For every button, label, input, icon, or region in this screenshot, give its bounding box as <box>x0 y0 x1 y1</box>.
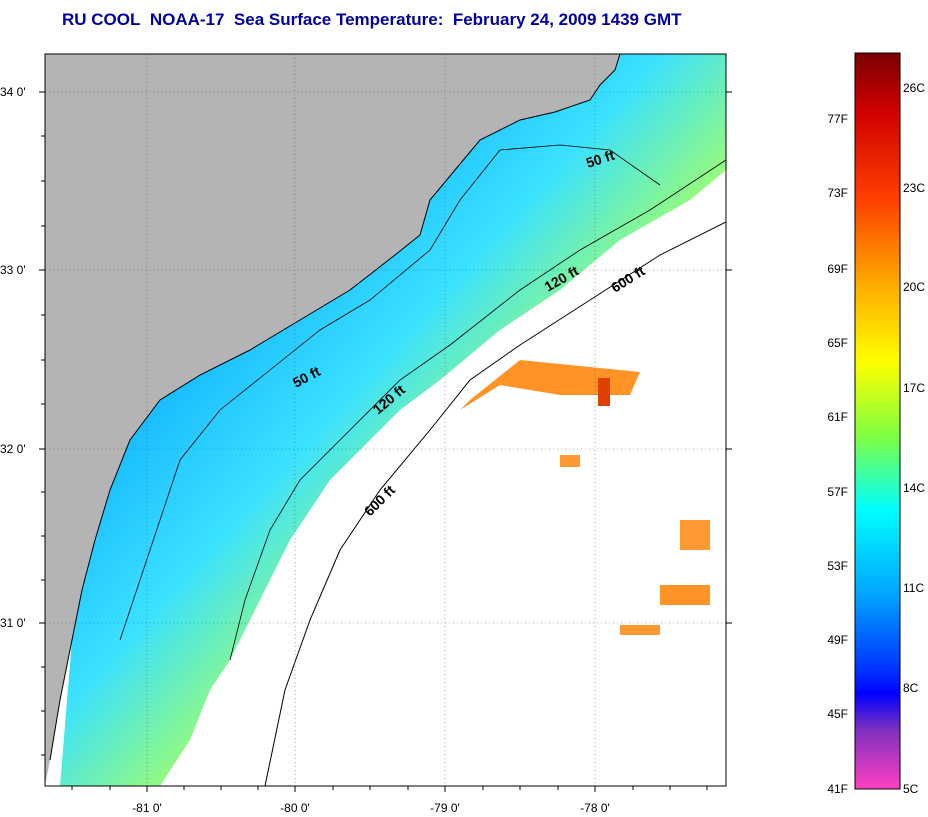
map-title: RU COOL NOAA-17 Sea Surface Temperature:… <box>62 10 682 30</box>
colorbar <box>854 52 901 790</box>
y-tick-label: 32 0' <box>0 442 26 456</box>
x-tick-label: -81 0' <box>132 801 162 815</box>
colorbar-f-label: 77F <box>827 112 848 126</box>
title-satellite: NOAA-17 <box>149 10 225 29</box>
isobath-120ft <box>229 159 726 661</box>
x-tick-label: -78 0' <box>580 801 610 815</box>
land-mass <box>45 54 620 786</box>
colorbar-f-label: 41F <box>827 782 848 796</box>
map-frame <box>44 53 727 787</box>
colorbar-f-label: 73F <box>827 186 848 200</box>
colorbar-f-label: 69F <box>827 262 848 276</box>
title-org: RU COOL <box>62 10 141 29</box>
colorbar-celsius-labels: 26C 23C 20C 17C 14C 11C 8C 5C <box>903 81 925 796</box>
colorbar-c-label: 17C <box>903 381 925 395</box>
warm-patch <box>620 625 660 635</box>
colorbar-f-label: 57F <box>827 485 848 499</box>
colorbar-c-label: 8C <box>903 681 919 695</box>
colorbar-c-label: 26C <box>903 81 925 95</box>
colorbar-c-label: 14C <box>903 481 925 495</box>
x-tick-label: -80 0' <box>280 801 310 815</box>
colorbar-f-label: 49F <box>827 633 848 647</box>
map-area: 50 ft 120 ft 600 ft 50 ft 120 ft 600 ft <box>45 54 726 786</box>
warm-patch <box>660 585 710 605</box>
y-tick-label: 31 0' <box>0 616 26 630</box>
gulf-stream-edge <box>430 360 640 440</box>
x-axis-ticks <box>71 786 708 792</box>
y-axis-ticks <box>39 91 732 756</box>
colorbar-c-label: 23C <box>903 181 925 195</box>
warm-patch <box>560 455 580 467</box>
sst-water-field <box>60 54 726 786</box>
coastline <box>49 54 621 761</box>
warm-patch <box>598 378 610 406</box>
isobath-50ft <box>119 144 661 641</box>
colorbar-f-label: 53F <box>827 559 848 573</box>
colorbar-f-label: 61F <box>827 410 848 424</box>
cloud-cover <box>600 215 726 360</box>
title-product: Sea Surface Temperature: <box>233 10 444 29</box>
warm-patch <box>680 520 710 550</box>
colorbar-f-label: 45F <box>827 707 848 721</box>
map-grid <box>45 54 726 786</box>
colorbar-fahrenheit-labels: 77F 73F 69F 65F 61F 57F 53F 49F 45F 41F <box>827 112 848 796</box>
x-tick-label: -79 0' <box>430 801 460 815</box>
isobath-600ft <box>264 221 726 786</box>
y-tick-label: 34 0' <box>0 85 26 99</box>
colorbar-c-label: 5C <box>903 782 919 796</box>
colorbar-c-label: 11C <box>903 581 924 595</box>
colorbar-f-label: 65F <box>827 336 848 350</box>
colorbar-c-label: 20C <box>903 280 925 294</box>
y-tick-label: 33 0' <box>0 263 26 277</box>
title-datetime: February 24, 2009 1439 GMT <box>452 10 682 29</box>
